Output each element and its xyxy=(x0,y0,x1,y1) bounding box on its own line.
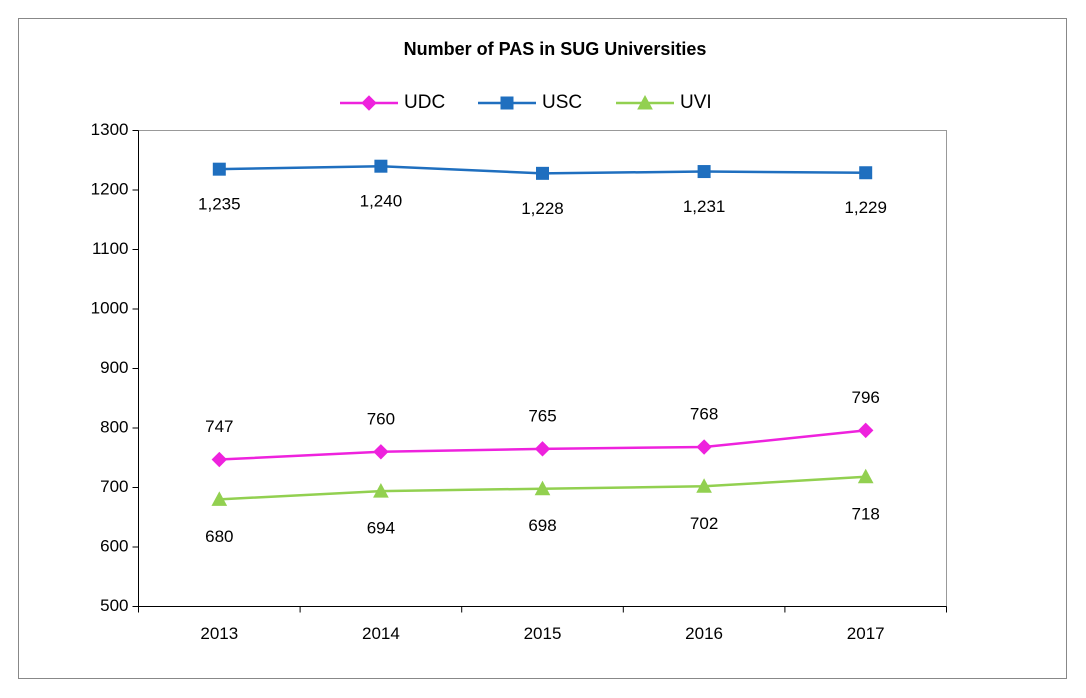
y-tick-label: 800 xyxy=(100,417,128,436)
legend-label: UVI xyxy=(680,92,712,113)
data-label: 702 xyxy=(690,514,718,533)
data-label: 796 xyxy=(852,388,880,407)
data-label: 768 xyxy=(690,405,718,424)
chart-title: Number of PAS in SUG Universities xyxy=(404,39,707,59)
data-point xyxy=(696,478,712,493)
legend-marker xyxy=(637,94,653,110)
data-point xyxy=(534,480,551,496)
data-point xyxy=(374,159,388,173)
data-label: 765 xyxy=(528,406,556,425)
legend-marker xyxy=(500,96,514,110)
y-tick-label: 1300 xyxy=(91,120,129,139)
data-point xyxy=(696,439,712,455)
data-point xyxy=(857,422,874,439)
data-label: 1,235 xyxy=(198,195,241,214)
data-point xyxy=(859,166,873,180)
y-tick-label: 1000 xyxy=(91,298,129,317)
y-tick-label: 700 xyxy=(100,477,128,496)
data-point xyxy=(211,491,228,506)
data-point xyxy=(211,451,228,468)
data-label: 1,231 xyxy=(683,197,726,216)
x-tick-label: 2017 xyxy=(847,624,885,643)
legend-marker xyxy=(361,95,377,111)
data-point xyxy=(534,441,551,457)
data-label: 698 xyxy=(528,516,556,535)
y-tick-label: 600 xyxy=(100,536,128,555)
data-point xyxy=(697,165,711,179)
chart-border xyxy=(18,18,1067,679)
data-point xyxy=(373,444,389,460)
x-tick-label: 2014 xyxy=(362,624,400,643)
data-point xyxy=(373,483,389,498)
data-label: 1,228 xyxy=(521,199,564,218)
data-label: 718 xyxy=(852,504,880,523)
data-label: 1,229 xyxy=(844,198,887,217)
legend-label: USC xyxy=(542,92,582,113)
data-label: 1,240 xyxy=(360,192,403,211)
data-label: 747 xyxy=(205,417,233,436)
y-tick-label: 1200 xyxy=(91,179,129,198)
data-label: 694 xyxy=(367,519,395,538)
data-label: 680 xyxy=(205,527,233,546)
legend-label: UDC xyxy=(404,92,445,113)
data-point xyxy=(536,166,549,180)
data-label: 760 xyxy=(367,409,395,428)
x-tick-label: 2015 xyxy=(524,624,562,643)
x-tick-label: 2016 xyxy=(685,624,723,643)
data-point xyxy=(857,468,874,484)
y-tick-label: 500 xyxy=(100,596,128,615)
x-tick-label: 2013 xyxy=(200,624,238,643)
data-point xyxy=(212,162,226,176)
y-tick-label: 1100 xyxy=(92,239,129,258)
y-tick-label: 900 xyxy=(100,358,128,377)
